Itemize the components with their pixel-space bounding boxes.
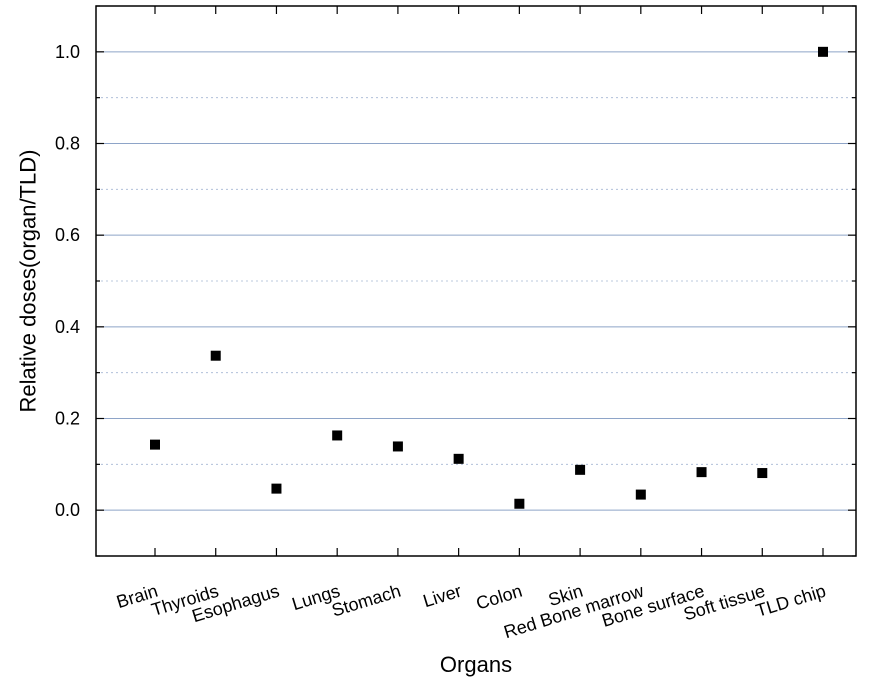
x-tick-label: Liver <box>421 581 464 612</box>
data-point <box>453 453 464 464</box>
y-axis-title: Relative doses(organ/TLD) <box>16 150 41 413</box>
data-point <box>392 441 403 452</box>
gridlines <box>96 5 856 557</box>
axes <box>95 5 857 557</box>
data-points <box>150 46 828 509</box>
data-point <box>575 464 586 475</box>
y-tick-label: 0.6 <box>55 225 80 245</box>
x-tick-label: Colon <box>474 581 525 614</box>
y-tick-label: 1.0 <box>55 42 80 62</box>
x-axis-title: Organs <box>440 652 512 677</box>
data-point <box>757 468 768 479</box>
y-tick-labels: 0.0 0.2 0.4 0.6 0.8 1.0 <box>55 42 80 520</box>
data-point <box>210 350 221 361</box>
y-tick-label: 0.4 <box>55 317 80 337</box>
y-tick-label: 0.0 <box>55 500 80 520</box>
data-point <box>514 498 525 509</box>
x-tick-label: TLD chip <box>753 581 828 621</box>
data-point <box>696 467 707 478</box>
x-tick-label: Stomach <box>329 581 403 621</box>
data-point <box>818 46 828 57</box>
data-point <box>332 430 343 441</box>
data-point <box>150 439 160 450</box>
data-point <box>635 489 646 500</box>
data-point <box>271 483 282 494</box>
y-tick-label: 0.8 <box>55 134 80 154</box>
y-tick-label: 0.2 <box>55 409 80 429</box>
